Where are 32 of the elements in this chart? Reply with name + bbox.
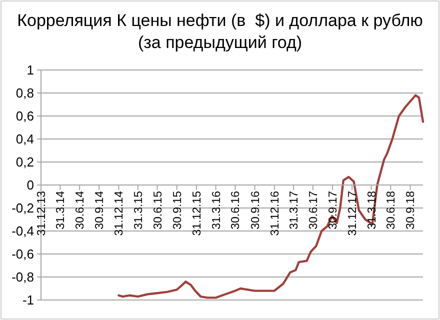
y-tick-label: 0,2 (16, 154, 34, 170)
y-tick-label: -0,4 (12, 224, 34, 238)
x-tick-label: 30.6.17 (308, 191, 320, 230)
y-tick-label: -1 (22, 292, 34, 308)
y-tick-label: 0,8 (16, 86, 34, 100)
x-tick-label: 31.3.17 (288, 191, 301, 230)
y-tick-label: -0,2 (12, 200, 34, 216)
x-tick-label: 30.9.18 (405, 191, 418, 230)
x-tick-label: 30.6.15 (152, 191, 164, 230)
x-tick-label: 30.6.16 (230, 191, 242, 230)
y-tick-label: -0,8 (12, 270, 34, 284)
x-tick-label: 30.6.18 (386, 191, 398, 230)
x-tick-label: 30.9.17 (328, 191, 340, 230)
x-tick-label: 30.9.16 (250, 191, 262, 230)
x-tick-label: 31.12.15 (191, 191, 204, 236)
x-tick-label: 30.9.14 (94, 190, 106, 230)
y-tick-label: 0,6 (16, 108, 34, 124)
x-tick-label: 30.9.15 (172, 191, 184, 230)
x-tick-label: 31.12.14 (114, 190, 126, 236)
x-tick-label: 31.3.14 (55, 190, 68, 230)
y-tick-label: 1 (26, 62, 34, 78)
y-tick-label: 0,4 (16, 132, 34, 146)
x-tick-label: 31.3.15 (132, 191, 145, 230)
y-tick-label: 0 (26, 178, 34, 192)
x-tick-label: 30.6.14 (74, 190, 87, 230)
x-tick-label: 31.3.18 (366, 191, 378, 230)
x-tick-label: 31.3.16 (210, 191, 223, 230)
x-tick-label: 31.12.16 (269, 191, 282, 236)
y-tick-label: -0,6 (12, 246, 34, 262)
x-tick-label: 31.12.17 (347, 191, 360, 236)
x-tick-label: 31.12.13 (36, 191, 48, 236)
chart-title: Корреляция К цены нефти (в $) и доллара к рублю (за предыдущий год) (17, 11, 424, 52)
